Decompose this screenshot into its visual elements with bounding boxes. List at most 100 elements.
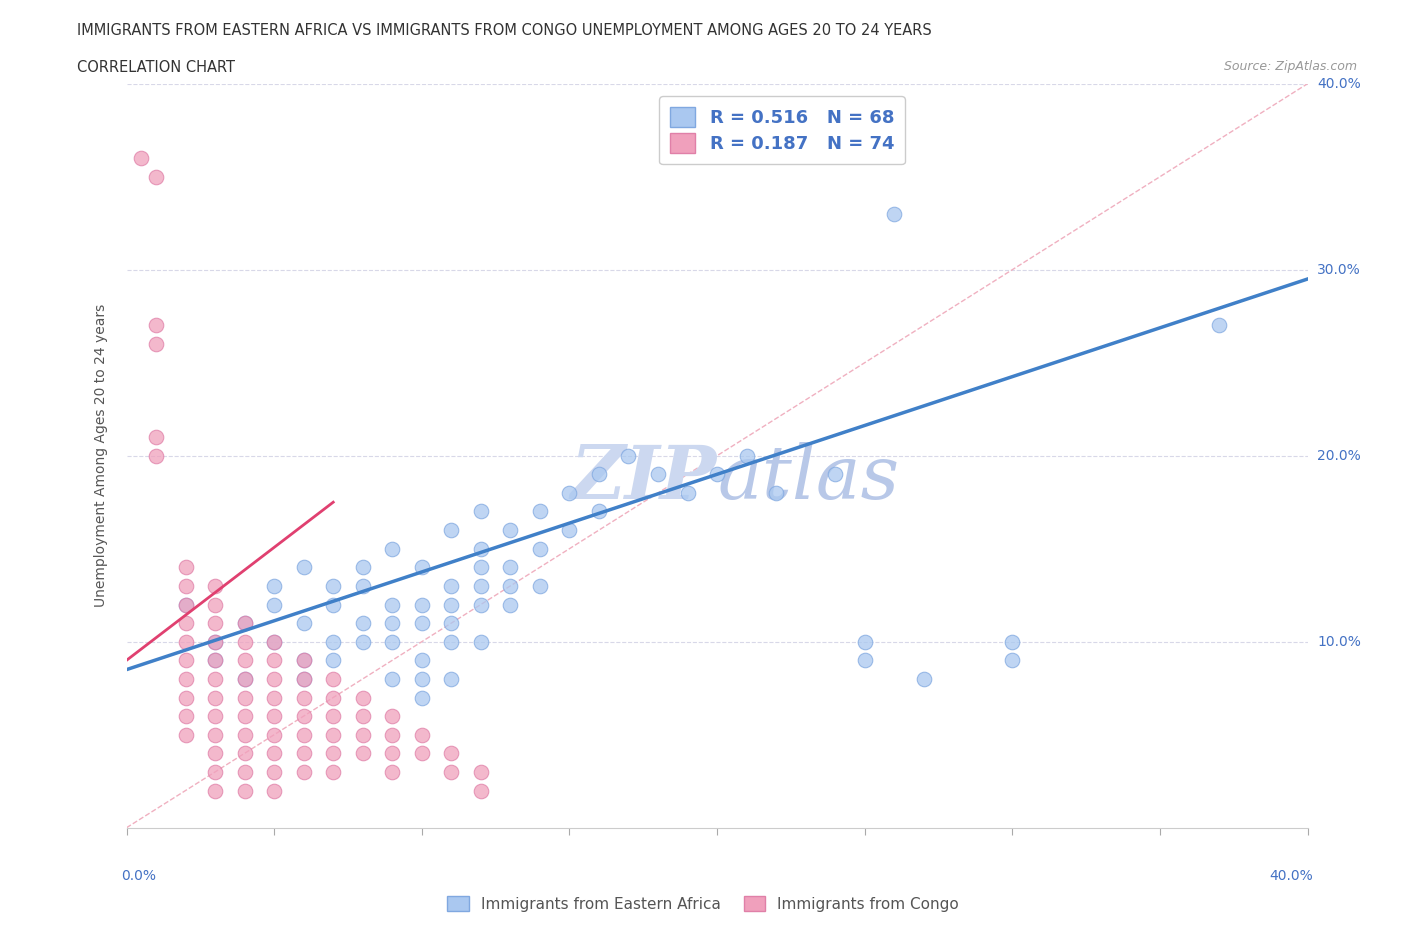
Point	[204, 671, 226, 686]
Point	[853, 634, 876, 649]
Point	[145, 169, 167, 184]
Point	[292, 653, 315, 668]
Text: IMMIGRANTS FROM EASTERN AFRICA VS IMMIGRANTS FROM CONGO UNEMPLOYMENT AMONG AGES : IMMIGRANTS FROM EASTERN AFRICA VS IMMIGR…	[77, 23, 932, 38]
Point	[529, 504, 551, 519]
Point	[233, 764, 256, 779]
Point	[499, 597, 522, 612]
Point	[204, 764, 226, 779]
Point	[204, 727, 226, 742]
Point	[440, 578, 463, 593]
Text: 20.0%: 20.0%	[1317, 448, 1361, 463]
Point	[145, 318, 167, 333]
Point	[233, 671, 256, 686]
Text: 40.0%: 40.0%	[1270, 869, 1313, 883]
Point	[381, 727, 404, 742]
Point	[174, 597, 197, 612]
Point	[411, 690, 433, 705]
Point	[352, 727, 374, 742]
Point	[440, 523, 463, 538]
Point	[440, 634, 463, 649]
Point	[204, 653, 226, 668]
Point	[174, 578, 197, 593]
Point	[558, 523, 581, 538]
Y-axis label: Unemployment Among Ages 20 to 24 years: Unemployment Among Ages 20 to 24 years	[94, 304, 108, 607]
Point	[292, 727, 315, 742]
Point	[145, 337, 167, 352]
Point	[470, 634, 492, 649]
Text: atlas: atlas	[717, 442, 900, 514]
Point	[706, 467, 728, 482]
Point	[617, 448, 640, 463]
Point	[322, 578, 344, 593]
Point	[440, 597, 463, 612]
Point	[676, 485, 699, 500]
Point	[322, 634, 344, 649]
Point	[292, 690, 315, 705]
Point	[470, 764, 492, 779]
Text: 30.0%: 30.0%	[1317, 262, 1361, 277]
Point	[381, 634, 404, 649]
Point	[381, 597, 404, 612]
Point	[352, 709, 374, 724]
Point	[352, 616, 374, 631]
Point	[499, 578, 522, 593]
Point	[263, 634, 285, 649]
Point	[263, 783, 285, 798]
Point	[174, 634, 197, 649]
Point	[292, 709, 315, 724]
Point	[292, 560, 315, 575]
Point	[381, 541, 404, 556]
Point	[588, 504, 610, 519]
Text: 40.0%: 40.0%	[1317, 76, 1361, 91]
Point	[263, 690, 285, 705]
Point	[411, 616, 433, 631]
Point	[233, 746, 256, 761]
Point	[529, 578, 551, 593]
Point	[912, 671, 935, 686]
Point	[1001, 653, 1024, 668]
Point	[233, 653, 256, 668]
Point	[263, 709, 285, 724]
Point	[174, 671, 197, 686]
Point	[263, 746, 285, 761]
Point	[411, 746, 433, 761]
Point	[263, 578, 285, 593]
Point	[322, 709, 344, 724]
Point	[411, 727, 433, 742]
Point	[174, 709, 197, 724]
Point	[204, 746, 226, 761]
Point	[204, 578, 226, 593]
Point	[588, 467, 610, 482]
Point	[470, 597, 492, 612]
Point	[440, 671, 463, 686]
Point	[233, 690, 256, 705]
Point	[558, 485, 581, 500]
Point	[204, 690, 226, 705]
Point	[292, 746, 315, 761]
Point	[411, 653, 433, 668]
Point	[322, 746, 344, 761]
Point	[322, 671, 344, 686]
Point	[292, 671, 315, 686]
Point	[322, 727, 344, 742]
Point	[352, 578, 374, 593]
Point	[204, 634, 226, 649]
Point	[263, 634, 285, 649]
Point	[174, 653, 197, 668]
Point	[352, 690, 374, 705]
Point	[174, 690, 197, 705]
Point	[470, 504, 492, 519]
Point	[145, 448, 167, 463]
Point	[440, 746, 463, 761]
Point	[1208, 318, 1230, 333]
Point	[381, 764, 404, 779]
Text: 0.0%: 0.0%	[121, 869, 156, 883]
Point	[174, 727, 197, 742]
Point	[263, 653, 285, 668]
Point	[1001, 634, 1024, 649]
Point	[263, 764, 285, 779]
Point	[411, 671, 433, 686]
Point	[470, 560, 492, 575]
Text: ZIP: ZIP	[571, 442, 717, 514]
Point	[322, 597, 344, 612]
